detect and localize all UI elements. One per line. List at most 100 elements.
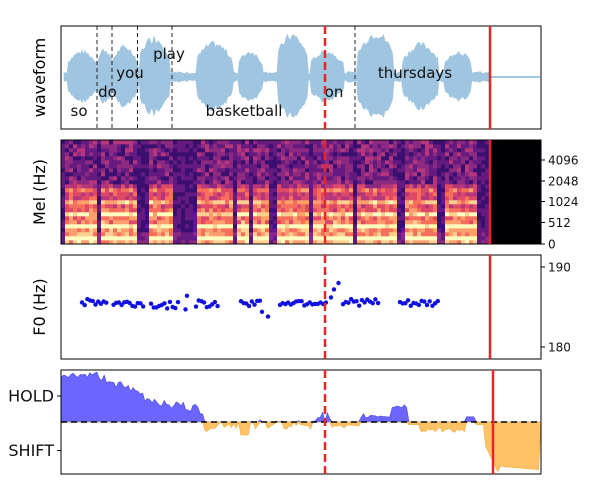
mel-cell (201, 240, 206, 244)
mel-cell (261, 164, 266, 169)
mel-cell (261, 188, 266, 193)
mel-cell (329, 232, 334, 237)
mel-cell (77, 224, 82, 229)
mel-cell (369, 232, 374, 237)
mel-cell (245, 172, 250, 177)
mel-cell (153, 236, 158, 241)
mel-cell (113, 228, 118, 233)
mel-cell (357, 212, 362, 217)
mel-cell (313, 212, 318, 217)
mel-cell (437, 196, 442, 201)
mel-cell (177, 160, 182, 165)
mel-cell (401, 184, 406, 189)
mel-cell (429, 216, 434, 221)
mel-tick-label: 1024 (548, 195, 579, 209)
mel-cell (413, 204, 418, 209)
mel-cell (497, 236, 502, 241)
mel-cell (273, 180, 278, 185)
mel-cell (457, 156, 462, 161)
mel-cell (245, 164, 250, 169)
mel-cell (473, 196, 478, 201)
mel-cell (449, 144, 454, 149)
mel-cell (177, 224, 182, 229)
mel-cell (241, 192, 246, 197)
mel-cell (109, 172, 114, 177)
mel-cell (193, 156, 198, 161)
mel-cell (417, 232, 422, 237)
mel-cell (481, 200, 486, 205)
mel-cell (501, 172, 506, 177)
mel-cell (189, 140, 194, 145)
mel-cell (513, 176, 518, 181)
mel-cell (473, 176, 478, 181)
mel-cell (381, 160, 386, 165)
mel-cell (281, 212, 286, 217)
mel-cell (181, 208, 186, 213)
mel-cell (297, 220, 302, 225)
mel-cell (137, 240, 142, 244)
mel-cell (333, 200, 338, 205)
mel-cell (377, 140, 382, 145)
mel-cell (345, 180, 350, 185)
word-label: so (71, 102, 88, 120)
mel-cell (505, 160, 510, 165)
mel-cell (405, 148, 410, 153)
mel-cell (497, 232, 502, 237)
mel-cell (109, 208, 114, 213)
mel-cell (521, 232, 526, 237)
mel-cell (73, 224, 78, 229)
mel-cell (81, 188, 86, 193)
mel-cell (305, 220, 310, 225)
mel-cell (425, 224, 430, 229)
f0-point (212, 299, 218, 305)
mel-cell (185, 200, 190, 205)
mel-cell (141, 144, 146, 149)
mel-cell (185, 192, 190, 197)
mel-cell (181, 188, 186, 193)
mel-cell (217, 168, 222, 173)
mel-cell (197, 148, 202, 153)
mel-cell (457, 224, 462, 229)
mel-cell (81, 184, 86, 189)
mel-cell (473, 152, 478, 157)
mel-cell (457, 144, 462, 149)
mel-cell (137, 156, 142, 161)
mel-cell (265, 156, 270, 161)
mel-cell (305, 188, 310, 193)
mel-cell (437, 208, 442, 213)
mel-cell (85, 184, 90, 189)
mel-cell (177, 144, 182, 149)
mel-cell (337, 212, 342, 217)
mel-cell (361, 152, 366, 157)
mel-cell (181, 220, 186, 225)
mel-cell (101, 176, 106, 181)
mel-cell (109, 188, 114, 193)
mel-cell (77, 228, 82, 233)
mel-cell (157, 156, 162, 161)
f0-point (331, 287, 337, 292)
mel-cell (417, 196, 422, 201)
mel-cell (81, 224, 86, 229)
mel-cell (309, 164, 314, 169)
mel-cell (197, 188, 202, 193)
mel-cell (273, 192, 278, 197)
mel-cell (289, 216, 294, 221)
mel-cell (269, 144, 274, 149)
mel-cell (73, 216, 78, 221)
mel-cell (133, 140, 138, 145)
mel-cell (421, 184, 426, 189)
mel-cell (213, 156, 218, 161)
mel-cell (413, 212, 418, 217)
mel-cell (117, 216, 122, 221)
mel-cell (241, 160, 246, 165)
mel-cell (193, 160, 198, 165)
mel-cell (505, 192, 510, 197)
mel-cell (473, 148, 478, 153)
mel-cell (145, 212, 150, 217)
mel-cell (137, 204, 142, 209)
mel-cell (177, 220, 182, 225)
mel-cell (249, 156, 254, 161)
mel-cell (301, 176, 306, 181)
mel-cell (397, 204, 402, 209)
f0-point (435, 298, 440, 304)
